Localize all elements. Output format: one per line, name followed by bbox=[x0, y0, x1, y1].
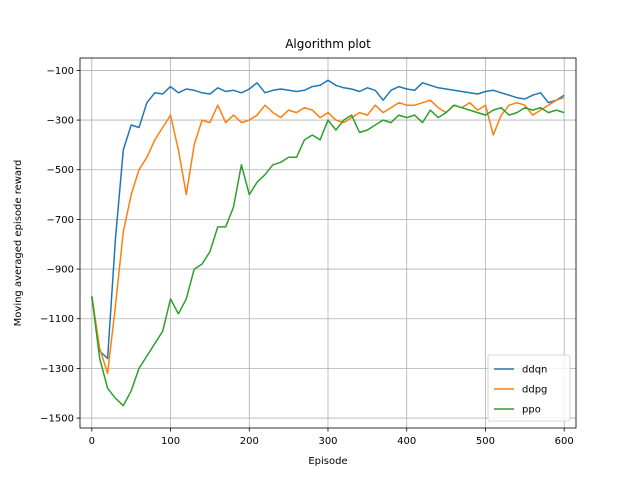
legend-label-ddqn: ddqn bbox=[522, 365, 547, 376]
x-axis: 0 100 200 300 400 500 600 bbox=[89, 428, 574, 447]
legend-box bbox=[487, 354, 571, 422]
y-tick-label: −300 bbox=[47, 116, 74, 127]
series-line-ddpg bbox=[91, 96, 565, 375]
y-tick-label: −100 bbox=[47, 66, 74, 77]
x-tick-label: 600 bbox=[555, 436, 574, 447]
series-group bbox=[91, 79, 565, 407]
y-tick-label: −500 bbox=[47, 165, 74, 176]
y-tick-label: −900 bbox=[47, 265, 74, 276]
x-tick-label: 500 bbox=[476, 436, 495, 447]
y-tick-label: −1500 bbox=[40, 414, 74, 425]
y-axis-title: Moving averaged episode reward bbox=[13, 160, 24, 327]
y-tick-label: −1300 bbox=[40, 364, 74, 375]
x-axis-title: Episode bbox=[308, 456, 347, 467]
series-line-ddqn bbox=[91, 79, 565, 360]
legend-label-ppo: ppo bbox=[522, 405, 541, 416]
series-line-ppo bbox=[91, 104, 565, 407]
y-tick-label: −1100 bbox=[40, 314, 74, 325]
legend-label-ddpg: ddpg bbox=[522, 385, 547, 396]
x-tick-label: 300 bbox=[318, 436, 337, 447]
x-tick-label: 0 bbox=[89, 436, 95, 447]
y-axis: −1500 −1300 −1100 −900 −700 −500 −300 −100 bbox=[40, 66, 80, 425]
chart-title: Algorithm plot bbox=[285, 37, 371, 51]
x-tick-label: 400 bbox=[397, 436, 416, 447]
y-tick-label: −700 bbox=[47, 215, 74, 226]
x-tick-label: 200 bbox=[240, 436, 259, 447]
x-tick-label: 100 bbox=[161, 436, 180, 447]
legend: ddqn ddpg ppo bbox=[487, 354, 571, 422]
